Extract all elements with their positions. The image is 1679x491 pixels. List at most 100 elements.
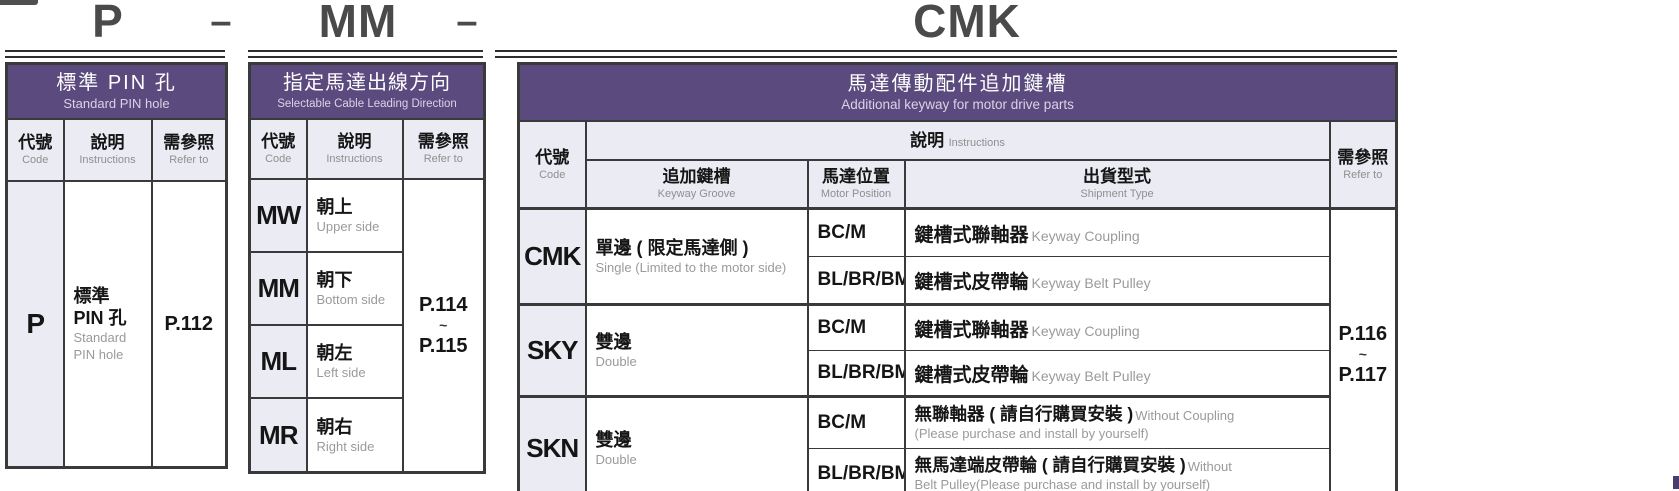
heading-code-cmk: CMK	[913, 0, 1021, 47]
code-label-en: Code	[265, 153, 292, 165]
shipment-zh: 無聯軸器 ( 請自行購買安裝 )	[914, 404, 1134, 424]
cable-desc-zh: 朝左	[316, 343, 353, 363]
groove-en: Single (Limited to the motor side)	[595, 260, 787, 275]
keyway-table-header-row-2: 追加鍵槽 Keyway Groove 馬達位置 Motor Position 出…	[519, 159, 1397, 210]
heading-separator-1: –	[210, 1, 232, 43]
heading-separator-2: –	[456, 1, 478, 43]
cable-desc-zh: 朝下	[316, 270, 353, 290]
refer-label-zh: 需參照	[417, 132, 469, 151]
shipment-type-label-en: Shipment Type	[1080, 188, 1154, 200]
shipment-type-cell: 無聯軸器 ( 請自行購買安裝 ) Without Coupling (Please…	[903, 395, 1331, 449]
keyway-row-skn-1: SKN 雙邊 Double BC/M 無聯軸器 ( 請自行購買安裝 ) Witho…	[517, 395, 1397, 491]
code-label-zh: 代號	[261, 132, 296, 151]
cable-desc-mm: 朝下 Bottom side	[305, 251, 404, 326]
shipment-type-cell: 無馬達端皮帶輪 ( 請自行購買安裝 ) Without Belt Pulley(P…	[903, 448, 1331, 491]
groove-en: Double	[595, 354, 637, 369]
keyway-code-sky: SKY	[517, 303, 587, 398]
cable-row-mw: MW 朝上 Upper side P.114 ~ P.115	[248, 178, 486, 474]
motor-position-label-zh: 馬達位置	[822, 167, 890, 186]
cable-code-mm: MM	[248, 251, 308, 326]
cable-table-title-en: Selectable Cable Leading Direction	[277, 98, 457, 110]
heading-underline-cmk	[495, 50, 1397, 58]
pin-table-title-zh: 標準 PIN 孔	[56, 72, 177, 94]
shipment-en-note: Belt Pulley(Please purchase and install …	[914, 477, 1211, 491]
motor-position-label-en: Motor Position	[820, 188, 892, 200]
pin-col-instructions: 說明 Instructions	[62, 118, 153, 182]
cable-desc-en: Left side	[316, 365, 366, 380]
cable-desc-zh: 朝上	[316, 197, 353, 217]
pin-table-title-cell: 標準 PIN 孔 Standard PIN hole	[5, 62, 228, 120]
cable-code-mr: MR	[248, 397, 308, 474]
heading-code-mm: MM	[318, 0, 398, 47]
refer-label-zh: 需參照	[163, 133, 215, 152]
cable-desc-en: Bottom side	[316, 292, 386, 307]
groove-zh: 單邊 ( 限定馬達側 )	[595, 238, 749, 258]
cable-code-ml: ML	[248, 324, 308, 399]
pin-col-code: 代號 Code	[5, 118, 65, 182]
keyway-table-title-zh: 馬達傳動配件追加鍵槽	[847, 73, 1068, 95]
motor-position-value: BC/M	[806, 207, 906, 257]
pin-desc-en-1: Standard	[73, 330, 127, 345]
groove-label-en: Keyway Groove	[657, 188, 736, 200]
shipment-type-cell: 鍵槽式皮帶輪 Keyway Belt Pulley	[903, 256, 1331, 306]
motor-position-value: BC/M	[806, 303, 906, 351]
shipment-en: Without Coupling	[1135, 408, 1235, 423]
refer-label-en: Refer to	[1343, 168, 1383, 181]
cable-refer-to: P.115	[418, 335, 468, 357]
refer-label-zh: 需參照	[1337, 147, 1389, 167]
cable-desc-zh: 朝右	[316, 416, 353, 437]
code-label-zh: 代號	[18, 133, 53, 152]
keyway-col-code: 代號 Code	[517, 120, 587, 210]
code-label-zh: 代號	[535, 147, 570, 167]
shipment-en: Keyway Coupling	[1031, 322, 1140, 339]
code-label-en: Code	[539, 168, 566, 181]
cable-refer-tilde: ~	[439, 317, 448, 333]
refer-label-en: Refer to	[169, 154, 209, 166]
instructions-label-zh: 說明	[90, 133, 125, 152]
cable-desc-mw: 朝上 Upper side	[305, 178, 404, 253]
motor-position-value: BL/BR/BM	[806, 256, 906, 306]
keyway-col-refer: 需參照 Refer to	[1328, 120, 1398, 210]
cable-row-mm: MM 朝下 Bottom side	[248, 251, 485, 326]
pin-refer-cell: P.112	[150, 180, 228, 469]
cable-table-title-cell: 指定馬達出線方向 Selectable Cable Leading Direct…	[248, 62, 486, 120]
cable-table-header-row: 代號 Code 說明 Instructions 需參照 Refer to	[248, 118, 486, 180]
pin-refer-page: P.112	[164, 313, 214, 335]
keyway-col-shipment-type: 出貨型式 Shipment Type	[903, 159, 1331, 210]
keyway-refer-cell: P.116 ~ P.117	[1328, 207, 1398, 491]
cable-desc-en: Right side	[316, 438, 375, 454]
groove-en: Double	[595, 452, 637, 467]
shipment-zh: 鍵槽式聯軸器	[914, 224, 1029, 246]
pin-desc-en-2: PIN hole	[73, 347, 124, 362]
motor-position-value: BC/M	[806, 395, 906, 449]
shipment-zh: 無馬達端皮帶輪 ( 請自行購買安裝 )	[914, 455, 1186, 475]
shipment-en: Without	[1187, 459, 1232, 474]
shipment-en: Keyway Belt Pulley	[1031, 274, 1151, 291]
keyway-groove-cmk: 單邊 ( 限定馬達側 ) Single (Limited to the moto…	[584, 207, 809, 306]
keyway-col-motor-position: 馬達位置 Motor Position	[806, 159, 906, 210]
keyway-row-cmk-1: CMK 單邊 ( 限定馬達側 ) Single (Limited to the …	[517, 207, 1398, 491]
cable-desc-ml: 朝左 Left side	[305, 324, 404, 399]
cable-row-ml: ML 朝左 Left side	[248, 324, 485, 399]
keyway-code-cmk: CMK	[517, 207, 587, 306]
keyway-groove-sky: 雙邊 Double	[584, 303, 809, 398]
pin-table-title-row: 標準 PIN 孔 Standard PIN hole	[5, 62, 228, 120]
keyway-refer-from: P.116	[1338, 323, 1388, 345]
pin-code-value: P	[5, 180, 65, 469]
pin-hole-table: 標準 PIN 孔 Standard PIN hole 代號 Code 說明 In…	[5, 62, 229, 469]
shipment-type-cell: 鍵槽式皮帶輪 Keyway Belt Pulley	[903, 350, 1331, 398]
pin-table-data-row: P 標準 PIN 孔 Standard PIN hole P.112	[5, 180, 228, 469]
keyway-row-sky-1: SKY 雙邊 Double BC/M 鍵槽式聯軸器 Keyway Coupling	[517, 303, 1397, 398]
cable-desc-en: Upper side	[316, 219, 380, 234]
instructions-label-en: Instructions	[326, 153, 383, 165]
pin-description-cell: 標準 PIN 孔 Standard PIN hole	[62, 180, 153, 469]
cable-table-title-row: 指定馬達出線方向 Selectable Cable Leading Direct…	[248, 62, 486, 120]
pin-table-header-row: 代號 Code 說明 Instructions 需參照 Refer to	[5, 118, 228, 182]
groove-zh: 雙邊	[595, 332, 632, 352]
keyway-col-instructions: 說明 Instructions	[584, 120, 1331, 161]
heading-underline-p	[5, 50, 225, 58]
keyway-code-skn: SKN	[517, 395, 587, 491]
shipment-zh: 鍵槽式皮帶輪	[914, 364, 1029, 386]
pin-col-refer: 需參照 Refer to	[150, 118, 228, 182]
